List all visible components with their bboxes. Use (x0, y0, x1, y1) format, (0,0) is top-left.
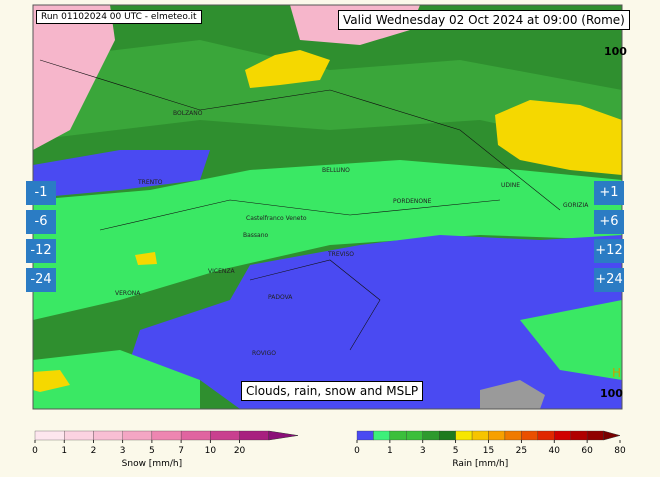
city-label: BELLUNO (322, 167, 350, 174)
colorbar-segment (64, 430, 94, 441)
colorbar-arrow (603, 430, 621, 441)
legend: 0 1 2 3 5 7 10 20 Snow [mm/h] 0 1 3 5 15 25 40 60 80 Rain … (32, 430, 626, 469)
colorbar-tick-label: 5 (149, 446, 155, 456)
nav-button[interactable]: -6 (26, 210, 56, 234)
colorbar-segment (373, 430, 391, 441)
city-label: UDINE (501, 182, 520, 189)
run-label: Run 01102024 00 UTC - elmeteo.it (36, 10, 202, 24)
colorbar-segment (122, 430, 153, 441)
colorbar-segment (570, 430, 588, 441)
nav-button[interactable]: -1 (26, 181, 56, 205)
colorbar-segment (537, 430, 555, 441)
colorbar-segment (93, 430, 123, 441)
colorbar-segment (210, 430, 240, 441)
nav-button[interactable]: +12 (594, 239, 624, 263)
colorbar-segment (521, 430, 538, 441)
colorbar-segment (504, 430, 522, 441)
colorbar-segment (180, 430, 211, 441)
colorbar-tick-label: 2 (91, 446, 97, 456)
colorbar-tick-label: 80 (614, 446, 626, 456)
city-label: Bassano (243, 232, 269, 239)
city-label: TRENTO (137, 179, 163, 186)
city-label: PADOVA (268, 294, 293, 301)
colorbar-segment (471, 430, 489, 441)
colorbar-tick-label: 20 (234, 446, 246, 456)
colorbar-tick-label: 25 (516, 446, 527, 456)
colorbar-tick-label: 7 (178, 446, 184, 456)
city-label: GORIZIA (563, 202, 589, 209)
colorbar-label: Snow [mm/h] (122, 459, 182, 469)
colorbar-tick-label: 3 (420, 446, 426, 456)
colorbar-label: Rain [mm/h] (452, 459, 508, 469)
colorbar-segment (439, 430, 456, 441)
map-caption: Clouds, rain, snow and MSLP (241, 381, 424, 401)
city-label: VICENZA (208, 268, 235, 275)
nav-button[interactable]: +1 (594, 181, 624, 205)
city-label: PORDENONE (393, 198, 432, 205)
colorbar-segment (356, 430, 374, 441)
nav-button[interactable]: +6 (594, 210, 624, 234)
colorbar-segment (406, 430, 423, 441)
colorbar-segment (151, 430, 182, 441)
colorbar-segment (239, 430, 269, 441)
city-label: ROVIGO (252, 350, 276, 357)
colorbar-arrow (268, 430, 299, 441)
colorbar-tick-label: 40 (549, 446, 561, 456)
isobar-label: 100 (600, 387, 623, 400)
valid-time: Valid Wednesday 02 Oct 2024 at 09:00 (Ro… (338, 10, 630, 30)
map-field (33, 5, 622, 409)
nav-button[interactable]: +24 (594, 268, 624, 292)
city-label: VERONA (115, 290, 141, 297)
nav-button[interactable]: -24 (26, 268, 56, 292)
nav-button[interactable]: -12 (26, 239, 56, 263)
city-label: BOLZANO (173, 110, 203, 117)
colorbar-tick-label: 60 (581, 446, 593, 456)
colorbar-tick-label: 3 (120, 446, 126, 456)
colorbar-segment (554, 430, 571, 441)
colorbar-segment (586, 430, 604, 441)
high-pressure-label: H (612, 366, 621, 380)
colorbar-tick-label: 15 (483, 446, 494, 456)
colorbar-segment (389, 430, 407, 441)
colorbar-tick-label: 1 (387, 446, 393, 456)
city-label: TREVISO (327, 251, 354, 258)
colorbar-segment (455, 430, 473, 441)
colorbar-tick-label: 0 (32, 446, 38, 456)
colorbar-segment (34, 430, 65, 441)
colorbar-tick-label: 10 (205, 446, 217, 456)
colorbar-tick-label: 0 (354, 446, 360, 456)
colorbar-segment (422, 430, 440, 441)
city-label: Castelfranco Veneto (246, 215, 307, 222)
isobar-label: 100 (604, 45, 627, 58)
colorbar-tick-label: 5 (453, 446, 459, 456)
colorbar-tick-label: 1 (61, 446, 67, 456)
colorbar-segment (488, 430, 506, 441)
